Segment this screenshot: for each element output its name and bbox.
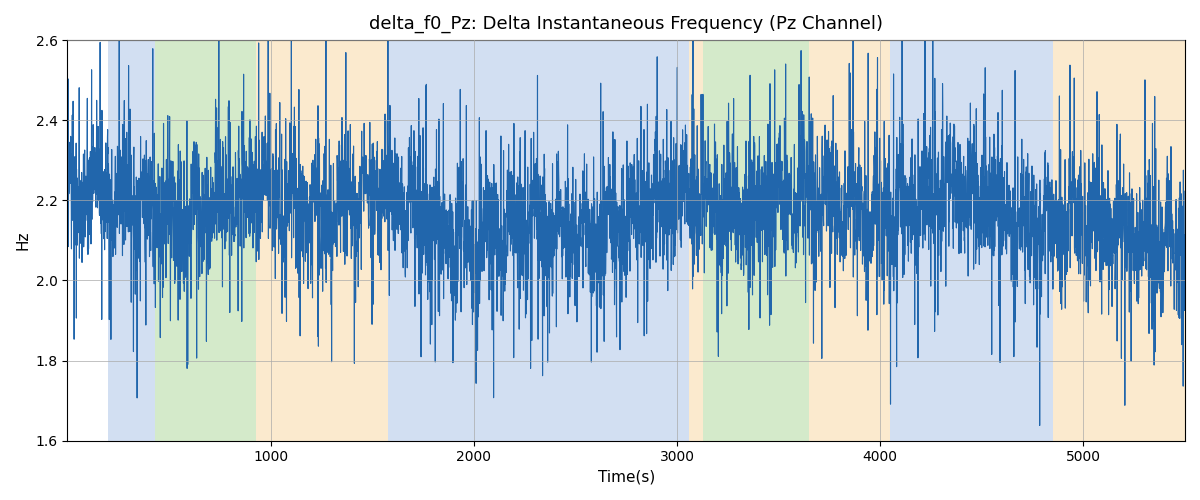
Bar bbox=[809, 40, 890, 440]
Title: delta_f0_Pz: Delta Instantaneous Frequency (Pz Channel): delta_f0_Pz: Delta Instantaneous Frequen… bbox=[370, 15, 883, 34]
Bar bbox=[155, 40, 257, 440]
Bar bbox=[703, 40, 809, 440]
Bar bbox=[1052, 40, 1186, 440]
Y-axis label: Hz: Hz bbox=[16, 230, 30, 250]
Bar bbox=[108, 40, 155, 440]
Bar bbox=[389, 40, 689, 440]
Bar bbox=[257, 40, 389, 440]
X-axis label: Time(s): Time(s) bbox=[598, 470, 655, 485]
Bar bbox=[890, 40, 1052, 440]
Bar bbox=[689, 40, 703, 440]
